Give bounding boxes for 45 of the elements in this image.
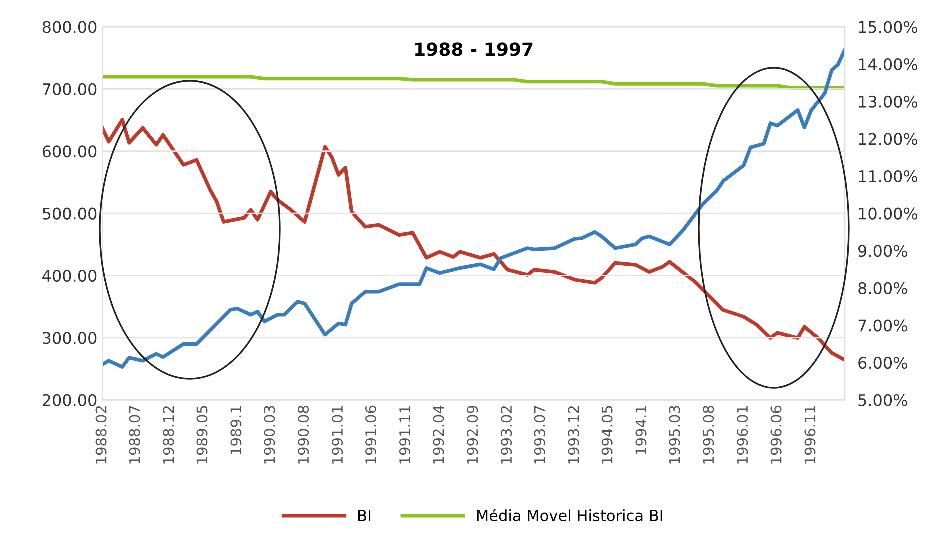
- y-tick-label: 300.00: [43, 332, 97, 344]
- y2-tick-label: 12.00%: [859, 133, 918, 146]
- y-tick-label: 700.00: [43, 83, 97, 96]
- text: 1988 - 1997: [416, 42, 533, 56]
- y2-tick-label: 14.00%: [859, 58, 918, 71]
- x-tick-label: 1993.02: [501, 406, 512, 464]
- x-tick-label: 1995.08: [703, 406, 714, 464]
- y2-tick-label: 13.00%: [859, 96, 918, 108]
- x-tick-label: 1996.11: [804, 406, 816, 464]
- y2-tick-label: 8.00%: [858, 282, 908, 294]
- x-tick-label: 1996.06: [770, 406, 782, 464]
- x-tick-label: 1992.04: [433, 406, 444, 464]
- y2-tick-label: 11.00%: [859, 170, 918, 183]
- x-tick-label: 1991.01: [332, 406, 344, 464]
- x-tick-label: 1990.03: [264, 406, 276, 464]
- x-tick-label: 1988.12: [163, 406, 174, 464]
- x-tick-label: 1990.08: [298, 406, 310, 464]
- legend-label: BI: [358, 510, 371, 522]
- y-tick-label: 500.00: [43, 208, 97, 220]
- line-series: [102, 118, 846, 362]
- y2-tick-label: 15.00%: [859, 21, 918, 34]
- y2-tick-label: 10.00%: [859, 208, 918, 220]
- y-tick-label: 400.00: [42, 270, 97, 282]
- x-tick-label: 1988.07: [129, 406, 140, 464]
- x-tick-label: 1993.07: [534, 406, 546, 464]
- line-series: [102, 75, 846, 90]
- x-tick-label: 1995.03: [669, 406, 680, 464]
- y2-tick-label: 5.00%: [858, 394, 908, 406]
- x-tick-label: 1989.05: [196, 406, 208, 464]
- y2-tick-label: 7.00%: [858, 320, 908, 332]
- x-tick-label: 1991.11: [399, 406, 410, 464]
- x-tick-label: 1992.09: [467, 406, 478, 464]
- x-tick-label: 1991.06: [366, 406, 377, 464]
- x-tick-label: 1993.12: [568, 406, 580, 464]
- x-tick-label: 1994.05: [602, 406, 613, 464]
- legend-label: Média Movel Historica BI: [477, 509, 662, 522]
- y2-tick-label: 6.00%: [858, 357, 908, 370]
- y2-tick-label: 9.00%: [858, 245, 908, 258]
- x-tick-label: 1989.1: [230, 406, 242, 454]
- x-tick-label: 1996.01: [737, 406, 748, 464]
- x-tick-label: 1994.1: [636, 406, 647, 454]
- x-tick-label: 1988.02: [96, 406, 107, 464]
- y-tick-label: 600.00: [42, 146, 97, 158]
- y-tick-label: 200.00: [42, 394, 97, 406]
- y-tick-label: 800.00: [42, 21, 97, 34]
